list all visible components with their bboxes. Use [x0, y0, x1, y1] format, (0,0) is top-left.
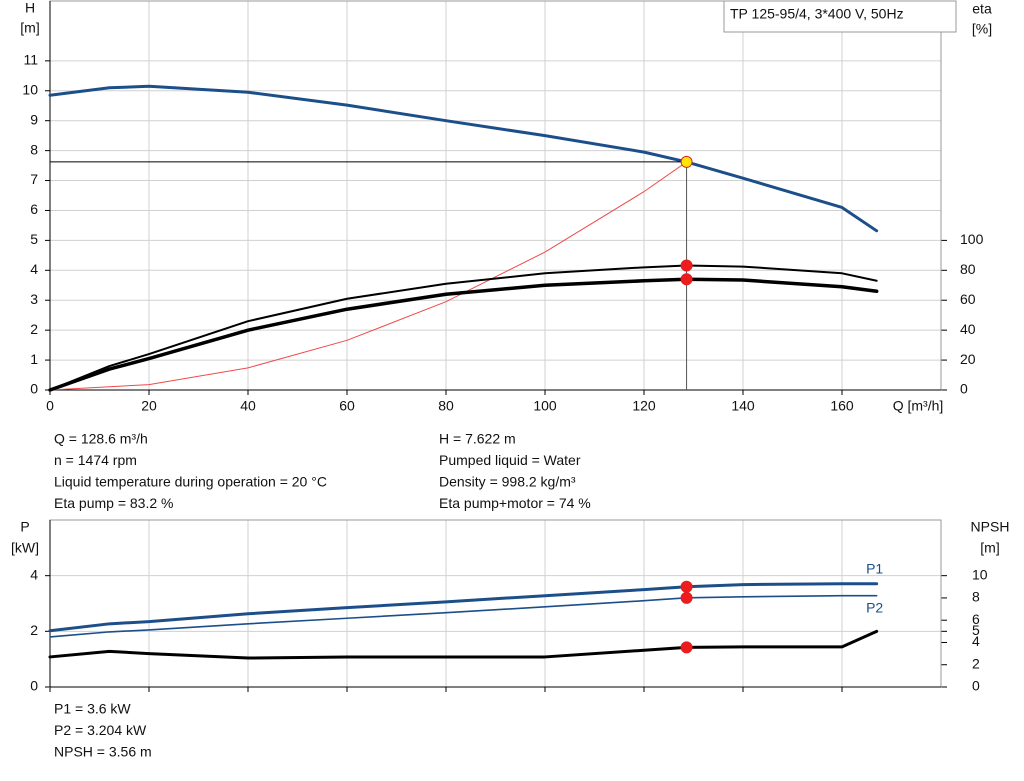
y-axis-label: H [25, 0, 35, 16]
info-text: Pumped liquid = Water [439, 452, 581, 468]
y2-axis-label: NPSH [971, 519, 1010, 535]
y2-tick-label: 60 [960, 291, 976, 307]
y2-tick-label: 20 [960, 351, 976, 367]
x-tick-label: 80 [438, 398, 454, 414]
y-axis-unit: [m] [20, 20, 39, 36]
y-tick-label: 1 [30, 351, 38, 367]
legend-box [723, 0, 957, 33]
y2-tick-label: 8 [972, 589, 980, 605]
y-tick-label: 6 [30, 201, 38, 217]
curve [48, 84, 879, 233]
legend-title: TP 125-95/4, 3*400 V, 50Hz [730, 6, 904, 22]
y2-tick-label: 5 [972, 622, 980, 638]
y-tick-label: 2 [30, 622, 38, 638]
y2-tick-label: 2 [972, 655, 980, 671]
y2-tick-label: 80 [960, 261, 976, 277]
y-tick-label: 3 [30, 291, 38, 307]
y-tick-label: 9 [30, 111, 38, 127]
x-tick-label: 60 [339, 398, 355, 414]
y-tick-label: 5 [30, 231, 38, 247]
y-tick-label: 2 [30, 321, 38, 337]
y-tick-label: 4 [30, 261, 38, 277]
y2-axis-label: eta [972, 1, 992, 17]
info-text: NPSH = 3.56 m [54, 744, 152, 760]
curve [48, 582, 879, 633]
info-text: Eta pump = 83.2 % [54, 495, 173, 511]
curve [48, 277, 879, 392]
y2-axis-unit: [m] [980, 540, 999, 556]
y-tick-label: 0 [30, 678, 38, 694]
x-tick-label: 100 [533, 398, 557, 414]
info-text: n = 1474 rpm [54, 452, 137, 468]
y2-tick-label: 0 [960, 381, 968, 397]
system-curve [49, 161, 687, 391]
x-tick-label: 140 [731, 398, 755, 414]
info-text: Eta pump+motor = 74 % [439, 495, 591, 511]
plot-frame [49, 519, 942, 688]
info-text: Q = 128.6 m³/h [54, 431, 148, 447]
y-tick-label: 8 [30, 141, 38, 157]
curve-label: P1 [866, 560, 883, 576]
x-tick-label: 120 [632, 398, 656, 414]
duty-point [680, 591, 693, 604]
x-axis-label: Q [m³/h] [893, 398, 944, 414]
curve [49, 594, 878, 638]
info-text: P2 = 3.204 kW [54, 722, 147, 738]
y2-tick-label: 10 [972, 566, 988, 582]
duty-point [680, 155, 693, 168]
y2-tick-label: 100 [960, 231, 984, 247]
plot-frame [49, 0, 942, 391]
info-text: Liquid temperature during operation = 20… [54, 474, 327, 490]
duty-point [680, 259, 693, 272]
x-tick-label: 20 [141, 398, 157, 414]
info-text: H = 7.622 m [439, 431, 516, 447]
curve [49, 264, 878, 391]
duty-point [680, 641, 693, 654]
y-tick-label: 7 [30, 171, 38, 187]
x-tick-label: 0 [46, 398, 54, 414]
duty-point [680, 580, 693, 593]
curve [48, 629, 879, 660]
y2-axis-unit: [%] [972, 21, 992, 37]
y-tick-label: 10 [22, 81, 38, 97]
x-tick-label: 40 [240, 398, 256, 414]
y2-tick-label: 0 [972, 678, 980, 694]
x-tick-label: 160 [830, 398, 854, 414]
info-text: Density = 998.2 kg/m³ [439, 474, 576, 490]
y-axis-unit: [kW] [11, 540, 39, 556]
y2-tick-label: 40 [960, 321, 976, 337]
info-text: P1 = 3.6 kW [54, 701, 131, 717]
curve-label: P2 [866, 599, 883, 615]
y2-tick-label: 6 [972, 611, 980, 627]
y-axis-label: P [20, 519, 29, 535]
y2-tick-label: 4 [972, 633, 980, 649]
y-tick-label: 4 [30, 566, 38, 582]
duty-point [680, 273, 693, 286]
y-tick-label: 11 [23, 52, 38, 68]
y-tick-label: 0 [30, 381, 38, 397]
